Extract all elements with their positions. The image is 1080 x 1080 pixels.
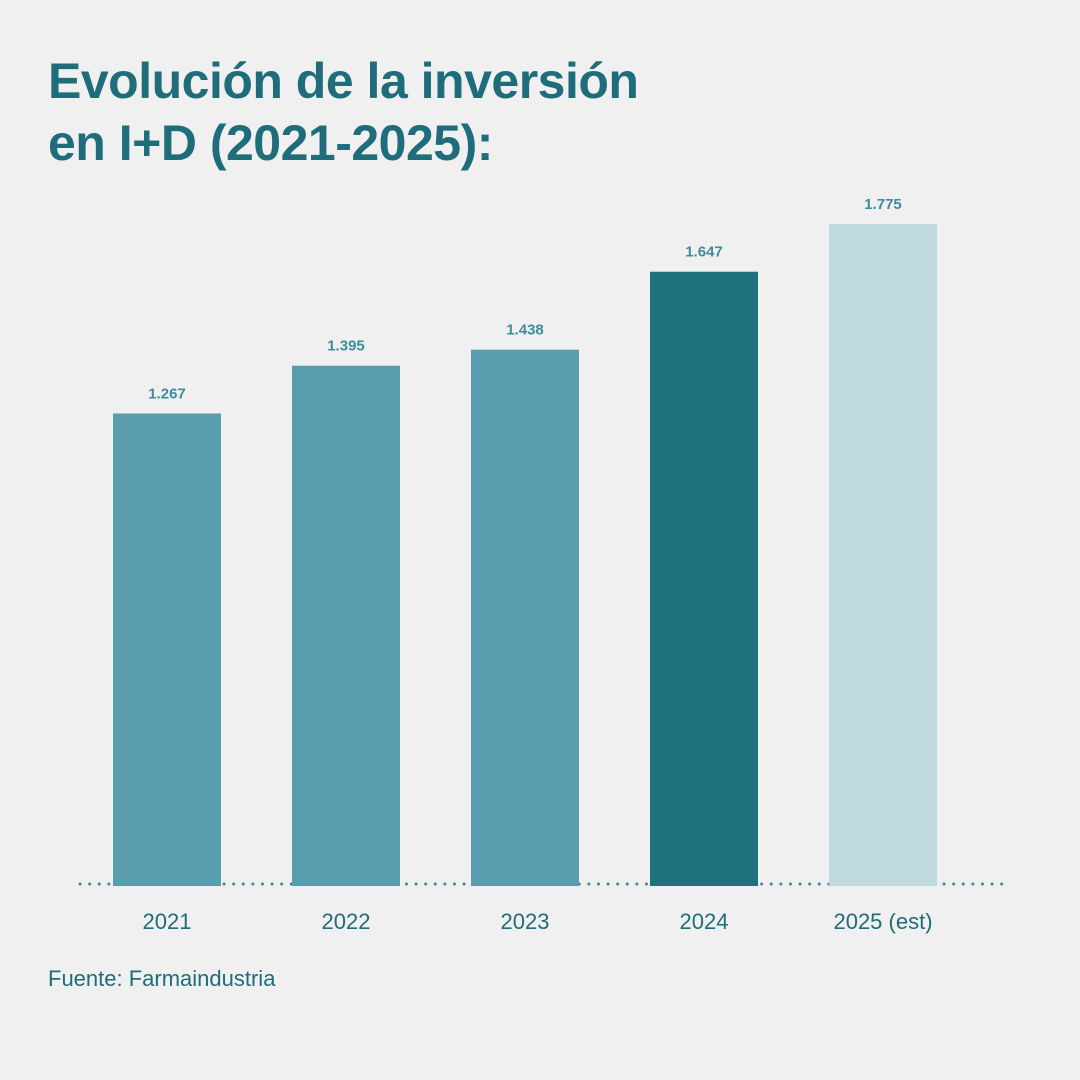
value-label: 1.438 xyxy=(506,322,544,339)
bar-2021 xyxy=(113,413,221,886)
bar-2024 xyxy=(650,271,758,886)
bar-2025-est xyxy=(829,224,937,886)
x-tick-label: 2024 xyxy=(680,909,729,934)
bar-2023 xyxy=(471,349,579,886)
x-tick-label: 2025 (est) xyxy=(833,909,932,934)
source-note: Fuente: Farmaindustria xyxy=(48,966,276,991)
value-label: 1.647 xyxy=(685,244,723,261)
value-label: 1.267 xyxy=(148,385,186,402)
x-tick-label: 2021 xyxy=(143,909,192,934)
chart-title: Evolución de la inversión en I+D (2021-2… xyxy=(48,50,639,174)
value-label: 1.775 xyxy=(864,196,902,213)
x-tick-label: 2022 xyxy=(322,909,371,934)
title-line-1: Evolución de la inversión xyxy=(48,53,639,109)
title-line-2: en I+D (2021-2025): xyxy=(48,115,493,171)
value-label: 1.395 xyxy=(327,338,365,355)
x-tick-label: 2023 xyxy=(501,909,550,934)
bar-2022 xyxy=(292,365,400,886)
